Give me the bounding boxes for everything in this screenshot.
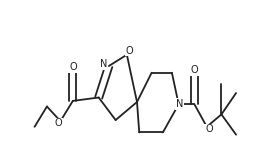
Text: O: O	[125, 46, 133, 56]
Text: N: N	[176, 99, 184, 109]
Text: O: O	[54, 118, 62, 128]
Text: N: N	[99, 59, 107, 69]
Text: O: O	[191, 66, 198, 76]
Text: O: O	[69, 62, 77, 72]
Text: O: O	[205, 124, 213, 135]
